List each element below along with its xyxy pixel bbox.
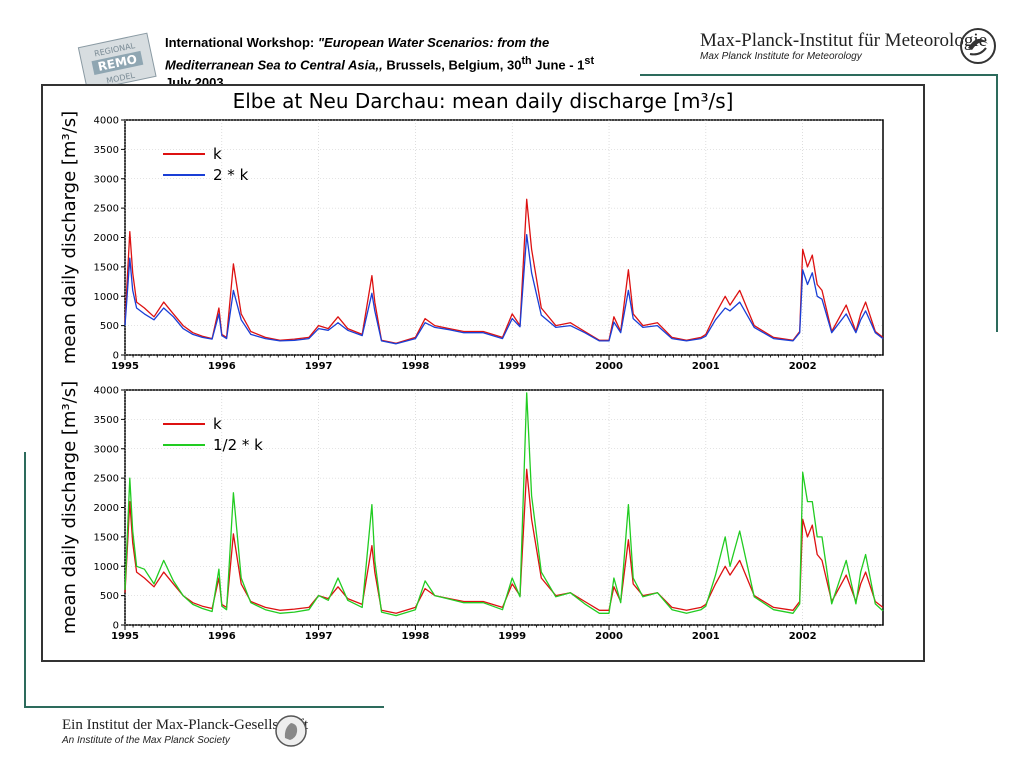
y-tick-label: 500: [100, 321, 119, 332]
chart-svg: Elbe at Neu Darchau: mean daily discharg…: [59, 89, 884, 642]
x-tick-label: 1995: [111, 631, 139, 642]
legend-label: 1/2 * k: [213, 436, 263, 454]
x-tick-label: 2001: [692, 631, 720, 642]
y-tick-label: 500: [100, 591, 119, 602]
workshop-mid: June - 1: [531, 57, 585, 73]
x-tick-label: 1997: [305, 361, 333, 372]
series-line-half-k: [124, 392, 884, 617]
y-tick-label: 3000: [94, 444, 119, 455]
footer-society-de: Ein Institut der Max-Planck-Gesellschaft: [62, 717, 309, 733]
x-tick-label: 2000: [595, 631, 623, 642]
frame-line-left: [24, 452, 26, 708]
workshop-caption: International Workshop: "European Water …: [165, 34, 610, 92]
workshop-sup-th: th: [521, 55, 532, 67]
y-tick-label: 2000: [94, 503, 119, 514]
y-tick-label: 4000: [94, 116, 119, 127]
x-tick-label: 2000: [595, 361, 623, 372]
y-tick-label: 0: [113, 351, 119, 362]
y-tick-label: 3000: [94, 174, 119, 185]
workshop-place: Brussels, Belgium, 30: [382, 57, 522, 73]
y-axis-label: mean daily discharge [m³/s]: [59, 111, 80, 364]
x-tick-label: 2002: [789, 631, 817, 642]
workshop-prefix: International Workshop:: [165, 35, 318, 50]
x-tick-label: 1996: [208, 361, 236, 372]
y-tick-label: 0: [113, 621, 119, 632]
x-tick-label: 1998: [401, 631, 429, 642]
y-tick-label: 1000: [94, 562, 119, 573]
x-tick-label: 2001: [692, 361, 720, 372]
y-tick-label: 1500: [94, 262, 119, 273]
y-axis-label: mean daily discharge [m³/s]: [59, 381, 80, 634]
plot-frame: Elbe at Neu Darchau: mean daily discharg…: [41, 84, 925, 662]
chart-panel-top: 0 500 1000 1500 2000 2500 3000 3500 4000 1995 1996…: [59, 111, 884, 372]
y-tick-label: 2500: [94, 474, 119, 485]
y-tick-label: 2500: [94, 204, 119, 215]
y-tick-label: 4000: [94, 386, 119, 397]
chart-title: Elbe at Neu Darchau: mean daily discharg…: [233, 89, 734, 113]
legend-label: k: [213, 145, 222, 163]
y-tick-label: 1000: [94, 292, 119, 303]
series-line-2k: [124, 233, 884, 345]
minerva-logo-icon: [275, 715, 307, 747]
mpi-logo-icon: [960, 28, 996, 64]
y-tick-label: 1500: [94, 532, 119, 543]
institute-name: Max-Planck-Institut für Meteorologie: [700, 30, 988, 51]
chart-panel-bottom: 0 500 1000 1500 2000 2500 3000 3500 4000 1995 1996…: [59, 381, 884, 642]
remo-logo: REGIONAL REMO MODEL: [77, 32, 157, 92]
x-tick-label: 1995: [111, 361, 139, 372]
x-tick-label: 1998: [401, 361, 429, 372]
frame-line-bottom-left: [24, 706, 384, 708]
frame-line-top-right: [640, 74, 998, 76]
institute-name-en: Max Planck Institute for Meteorology: [700, 51, 862, 62]
footer-society-en: An Institute of the Max Planck Society: [62, 735, 230, 746]
y-tick-label: 3500: [94, 415, 119, 426]
x-tick-label: 1999: [498, 631, 526, 642]
x-tick-label: 2002: [789, 361, 817, 372]
frame-line-right: [996, 74, 998, 332]
workshop-title: "European Water Scenarios: from the Medi…: [165, 35, 550, 73]
legend-label: k: [213, 415, 222, 433]
x-tick-label: 1997: [305, 631, 333, 642]
x-tick-label: 1996: [208, 631, 236, 642]
y-tick-label: 2000: [94, 233, 119, 244]
y-tick-label: 3500: [94, 145, 119, 156]
x-tick-label: 1999: [498, 361, 526, 372]
workshop-sup-st: st: [584, 55, 595, 67]
legend-label: 2 * k: [213, 166, 249, 184]
